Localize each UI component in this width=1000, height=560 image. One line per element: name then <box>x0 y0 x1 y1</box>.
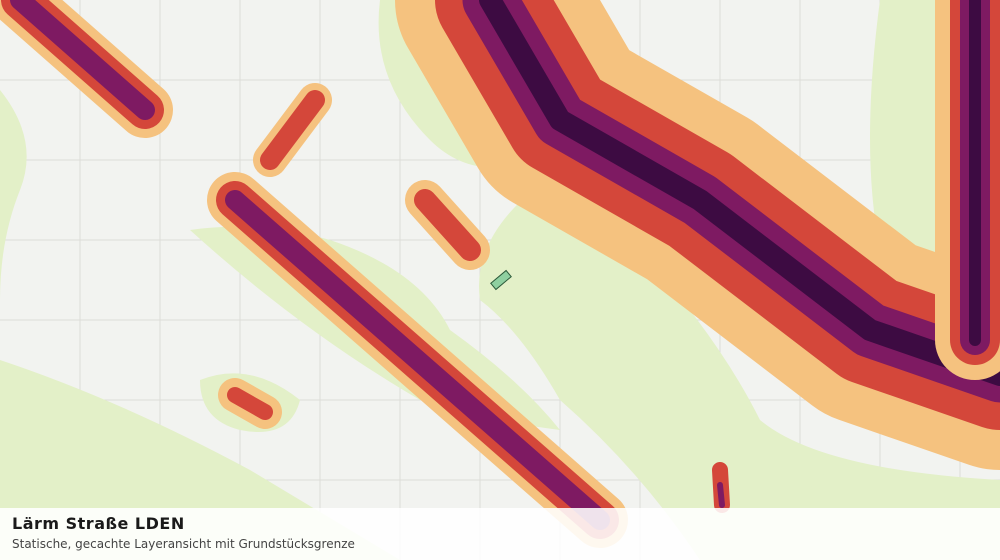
map-title: Lärm Straße LDEN <box>12 514 185 533</box>
road-noise-bands <box>0 0 1000 548</box>
road-b <box>395 0 1000 470</box>
parcel-boundary <box>490 269 512 291</box>
caption: Lärm Straße LDEN Statische, gecachte Lay… <box>0 508 1000 560</box>
map-subtitle: Statische, gecachte Layeransicht mit Gru… <box>12 537 355 551</box>
road-a <box>0 0 628 548</box>
noise-spots <box>218 83 730 513</box>
